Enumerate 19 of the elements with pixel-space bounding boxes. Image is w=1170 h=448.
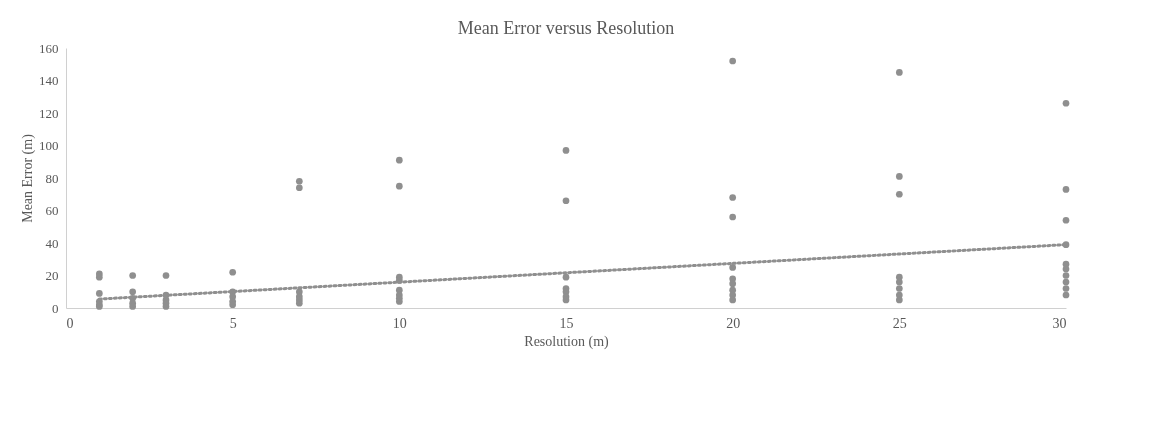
x-tick-label: 20 — [726, 315, 741, 331]
y-tick-label: 60 — [45, 203, 59, 218]
x-axis-title: Resolution (m) — [524, 333, 610, 350]
x-tick-label: 15 — [559, 315, 574, 331]
x-tick-label: 5 — [229, 315, 237, 331]
y-tick-label: 160 — [39, 40, 59, 56]
y-tick-label: 40 — [45, 235, 59, 251]
x-tick-label: 25 — [892, 315, 907, 331]
y-tick-label: 80 — [45, 170, 59, 186]
y-tick-label: 100 — [39, 138, 59, 153]
x-tick-label: 10 — [392, 315, 407, 331]
x-tick-label: 30 — [1052, 315, 1067, 331]
y-tick-label: 20 — [45, 268, 59, 283]
y-tick-label: 140 — [39, 73, 59, 88]
y-axis-title: Mean Error (m) — [20, 133, 36, 223]
chart-title: Mean Error versus Resolution — [457, 18, 675, 38]
y-tick-label: 0 — [52, 300, 59, 316]
y-tick-label: 120 — [39, 105, 59, 121]
x-tick-label: 0 — [66, 315, 74, 331]
